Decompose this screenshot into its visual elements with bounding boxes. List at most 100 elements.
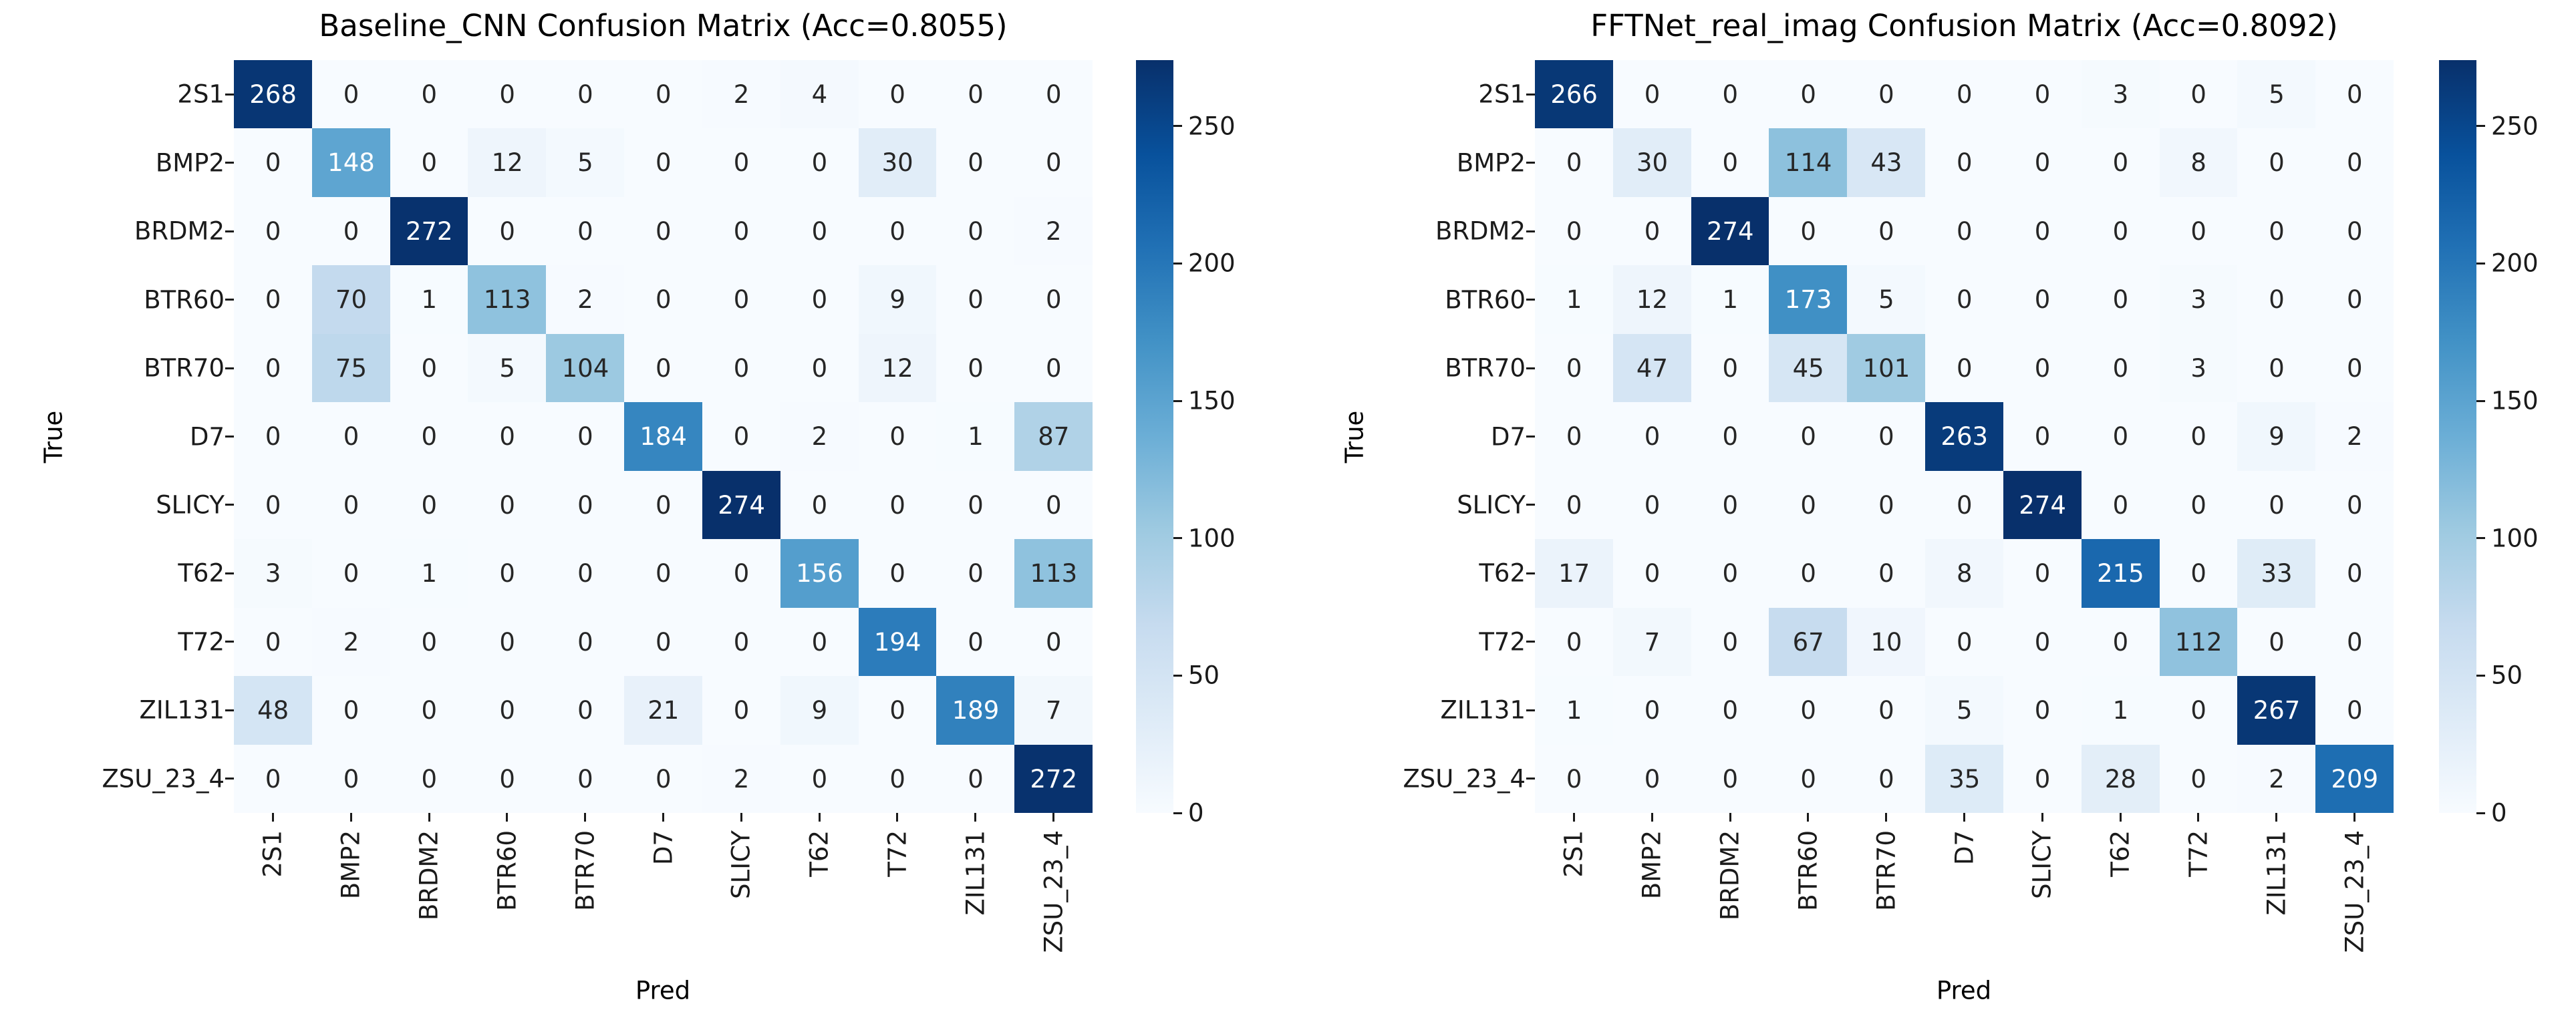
heatmap-cell: 0 <box>1612 744 1692 814</box>
chart-title: Baseline_CNN Confusion Matrix (Acc=0.805… <box>319 8 1008 43</box>
heatmap-cell: 274 <box>2003 470 2082 540</box>
heatmap-cell: 0 <box>1925 470 2004 540</box>
heatmap-cell: 0 <box>546 402 625 472</box>
heatmap-cell: 114 <box>1769 128 1848 198</box>
heatmap-cell: 112 <box>2159 607 2238 677</box>
colorbar-gradient <box>2439 60 2476 813</box>
heatmap-cell: 0 <box>1535 402 1614 472</box>
y-tick-mark <box>1526 504 1535 506</box>
heatmap-cell: 43 <box>1847 128 1926 198</box>
colorbar-tick-label: 150 <box>2491 386 2539 415</box>
y-tick-mark <box>225 572 234 574</box>
heatmap-cell: 7 <box>1014 676 1093 745</box>
heatmap-cell: 0 <box>2003 60 2082 129</box>
heatmap-cell: 215 <box>2081 539 2160 609</box>
col-label: D7 <box>1950 830 1979 866</box>
row-label: BRDM2 <box>134 216 225 246</box>
x-axis-label: Pred <box>635 976 691 1005</box>
y-tick-mark <box>225 230 234 232</box>
x-tick-mark <box>271 813 274 822</box>
heatmap-cell: 0 <box>546 607 625 677</box>
heatmap-cell: 0 <box>2315 333 2394 403</box>
heatmap-cell: 0 <box>311 676 391 745</box>
heatmap-cell: 12 <box>858 333 937 403</box>
heatmap-cell: 1 <box>2081 676 2160 745</box>
heatmap-cell: 0 <box>858 470 937 540</box>
heatmap-cell: 0 <box>936 60 1015 129</box>
heatmap-cell: 0 <box>936 539 1015 609</box>
heatmap-cell: 3 <box>2159 265 2238 335</box>
heatmap-cell: 0 <box>234 265 313 335</box>
heatmap-cell: 0 <box>1535 470 1614 540</box>
heatmap-cell: 0 <box>1014 607 1093 677</box>
heatmap-cell: 0 <box>234 196 313 266</box>
heatmap-cell: 0 <box>1925 128 2004 198</box>
heatmap-cell: 8 <box>2159 128 2238 198</box>
heatmap-cell: 0 <box>2315 539 2394 609</box>
colorbar-tick-mark <box>2476 674 2485 677</box>
x-tick-mark <box>662 813 664 822</box>
heatmap-cell: 0 <box>1925 333 2004 403</box>
colorbar-tick-label: 100 <box>1188 524 1236 553</box>
heatmap-cell: 0 <box>2003 265 2082 335</box>
heatmap-cell: 272 <box>390 196 468 266</box>
heatmap-cell: 0 <box>2081 402 2160 472</box>
heatmap-cell: 0 <box>390 60 468 129</box>
x-tick-mark <box>349 813 352 822</box>
heatmap-cell: 0 <box>1691 333 1769 403</box>
heatmap-cell: 0 <box>2081 607 2160 677</box>
heatmap-cell: 0 <box>2237 470 2316 540</box>
heatmap-cell: 3 <box>234 539 313 609</box>
heatmap-cell: 0 <box>2003 539 2082 609</box>
y-tick-mark <box>225 162 234 164</box>
heatmap-cell: 113 <box>468 265 547 335</box>
heatmap-cell: 0 <box>2003 607 2082 677</box>
row-label: SLICY <box>156 490 225 520</box>
heatmap-cell: 0 <box>2159 676 2238 745</box>
x-tick-mark <box>974 813 977 822</box>
heatmap-cell: 0 <box>468 402 547 472</box>
heatmap-cell: 0 <box>858 744 937 814</box>
row-label: T72 <box>1479 627 1526 657</box>
heatmap-cell: 113 <box>1014 539 1093 609</box>
heatmap-cell: 209 <box>2315 744 2394 814</box>
heatmap-cell: 0 <box>2003 333 2082 403</box>
chart-title: FFTNet_real_imag Confusion Matrix (Acc=0… <box>1590 8 2338 43</box>
heatmap-cell: 0 <box>936 196 1015 266</box>
heatmap-cell: 0 <box>936 128 1015 198</box>
heatmap-cell: 30 <box>1612 128 1692 198</box>
heatmap-cell: 173 <box>1769 265 1848 335</box>
heatmap-cell: 0 <box>1847 470 1926 540</box>
row-label: T62 <box>1479 558 1526 588</box>
heatmap-cell: 5 <box>1847 265 1926 335</box>
heatmap-cell: 0 <box>2315 607 2394 677</box>
heatmap-cell: 0 <box>2081 333 2160 403</box>
colorbar-tick-label: 150 <box>1188 386 1236 415</box>
heatmap-cell: 0 <box>936 607 1015 677</box>
row-label: ZSU_23_4 <box>1403 764 1526 794</box>
x-tick-mark <box>2353 813 2356 822</box>
colorbar-tick-mark <box>1173 537 1182 540</box>
heatmap-cell: 0 <box>936 265 1015 335</box>
heatmap-cell: 0 <box>468 607 547 677</box>
heatmap-cell: 0 <box>936 744 1015 814</box>
heatmap-cell: 1 <box>936 402 1015 472</box>
x-tick-mark <box>740 813 742 822</box>
heatmap-cell: 0 <box>858 676 937 745</box>
y-tick-mark <box>225 299 234 301</box>
x-tick-mark <box>2275 813 2278 822</box>
row-label: BTR60 <box>1445 285 1526 315</box>
x-tick-mark <box>1963 813 1965 822</box>
heatmap-cell: 0 <box>2159 744 2238 814</box>
heatmap-cell: 0 <box>2003 128 2082 198</box>
heatmap-cell: 0 <box>546 196 625 266</box>
heatmap-cell: 0 <box>234 333 313 403</box>
heatmap-cell: 0 <box>390 676 468 745</box>
x-tick-mark <box>1807 813 1810 822</box>
y-tick-mark <box>1526 572 1535 574</box>
heatmap-cell: 0 <box>1612 470 1692 540</box>
col-label: BRDM2 <box>1715 830 1745 921</box>
x-tick-mark <box>1052 813 1055 822</box>
heatmap-cell: 1 <box>390 265 468 335</box>
heatmap-cell: 0 <box>1769 196 1848 266</box>
